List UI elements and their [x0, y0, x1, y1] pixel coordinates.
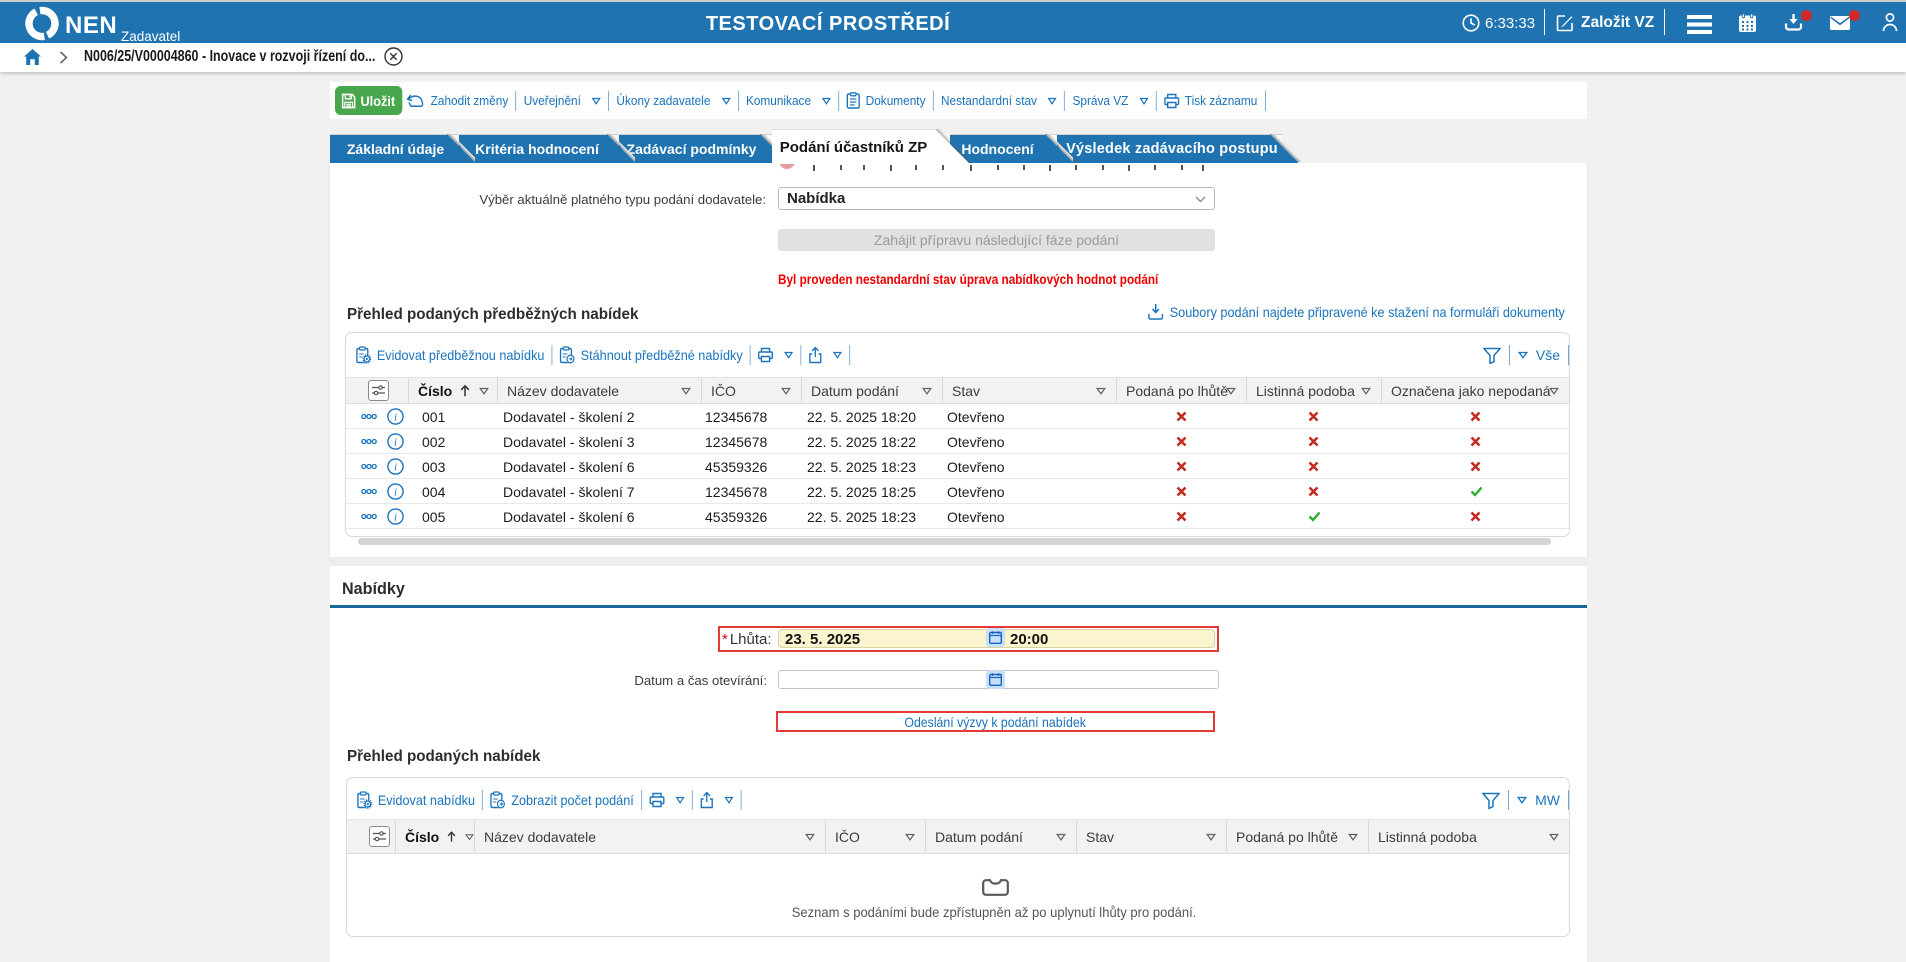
svg-text:i: i — [394, 411, 397, 423]
svg-text:i: i — [394, 436, 397, 448]
svg-text:i: i — [394, 511, 397, 523]
svg-text:i: i — [394, 486, 397, 498]
svg-text:i: i — [394, 461, 397, 473]
